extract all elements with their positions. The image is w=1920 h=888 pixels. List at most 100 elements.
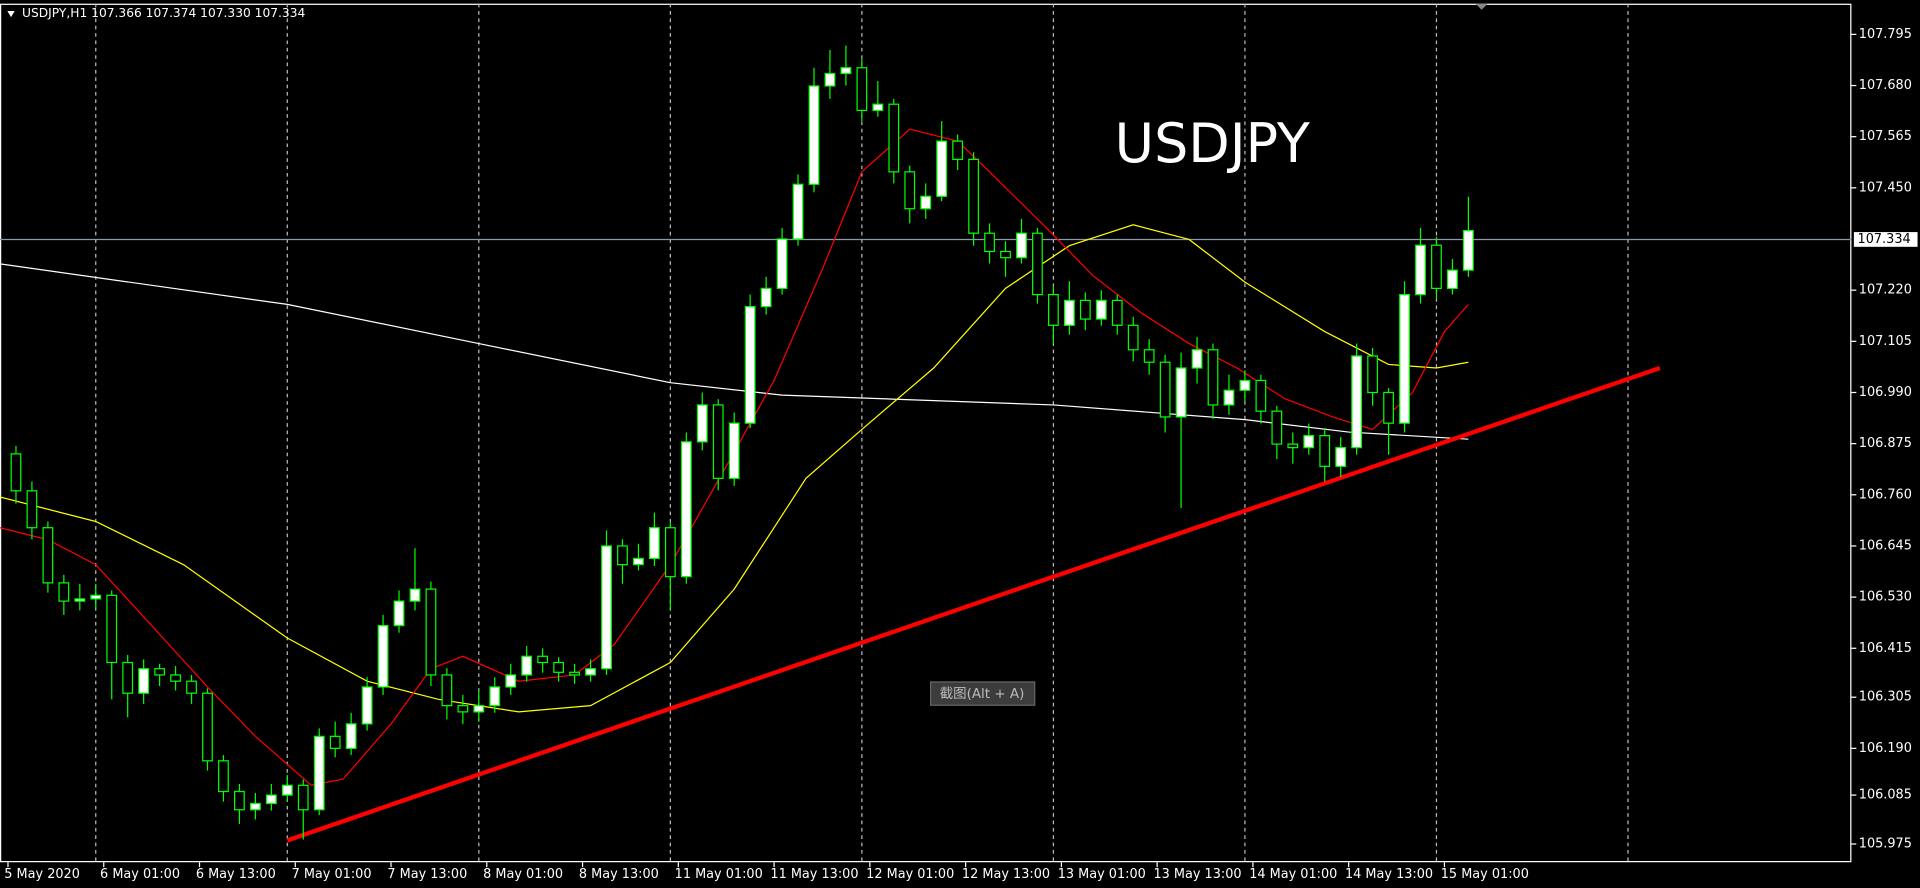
candle-body xyxy=(313,735,325,811)
candle-body xyxy=(1223,389,1235,406)
candle-body xyxy=(122,661,134,694)
candle-body xyxy=(170,674,181,682)
candle-body xyxy=(872,103,884,112)
candle-body xyxy=(329,735,341,749)
candle-body xyxy=(569,671,580,676)
candle-body xyxy=(297,784,309,811)
candle-body xyxy=(1415,244,1426,296)
price-label: 107.334 xyxy=(1858,232,1911,247)
x-tick-label: 13 May 01:00 xyxy=(1058,867,1146,882)
x-tick-label: 6 May 13:00 xyxy=(196,867,276,882)
candle-body xyxy=(1255,379,1267,412)
candle-body xyxy=(904,171,916,210)
candle-body xyxy=(473,705,485,713)
candle-body xyxy=(58,582,70,602)
indicator-line xyxy=(0,224,1469,713)
y-tick-label: 107.450 xyxy=(1859,180,1912,195)
indicator-line xyxy=(286,365,1661,843)
y-tick-label: 107.565 xyxy=(1859,129,1912,144)
x-tick-label: 12 May 01:00 xyxy=(866,867,954,882)
candle-body xyxy=(617,545,628,566)
candle-body xyxy=(377,624,389,688)
candle-body xyxy=(1367,355,1379,394)
candle-body xyxy=(1063,299,1075,326)
candle-body xyxy=(1175,367,1187,418)
candle-body xyxy=(345,723,357,749)
candle-body xyxy=(218,760,229,793)
candle-body xyxy=(281,784,293,796)
candle-body xyxy=(186,680,197,694)
x-tick-label: 13 May 13:00 xyxy=(1153,867,1241,882)
y-tick-label: 106.415 xyxy=(1859,641,1912,656)
candle-body xyxy=(952,140,964,160)
x-tick-label: 15 May 01:00 xyxy=(1441,867,1529,882)
candle-body xyxy=(1462,229,1474,271)
x-tick-label: 8 May 01:00 xyxy=(483,867,563,882)
x-tick-label: 12 May 13:00 xyxy=(962,867,1050,882)
candle-body xyxy=(154,668,166,676)
candle-body xyxy=(1335,447,1347,467)
candle-body xyxy=(760,287,772,308)
x-tick-label: 8 May 13:00 xyxy=(579,867,659,882)
chart-header: USDJPY,H1 107.366 107.374 107.330 107.33… xyxy=(22,6,305,20)
candle-body xyxy=(1207,349,1219,406)
candle-body xyxy=(457,705,469,713)
candle-body xyxy=(1191,349,1203,369)
candle-body xyxy=(664,527,676,578)
x-tick-label: 7 May 13:00 xyxy=(387,867,467,882)
candle-body xyxy=(425,588,437,676)
y-tick-label: 106.760 xyxy=(1859,487,1912,502)
candle-body xyxy=(537,655,549,664)
x-tick-label: 6 May 01:00 xyxy=(100,867,180,882)
candle-body xyxy=(489,686,501,707)
candle-body xyxy=(792,183,804,240)
candle-body xyxy=(744,306,756,424)
x-tick-label: 14 May 13:00 xyxy=(1345,867,1433,882)
candle-body xyxy=(1351,355,1363,449)
y-tick-label: 107.795 xyxy=(1859,27,1912,42)
x-tick-label: 7 May 01:00 xyxy=(292,867,372,882)
candle-body xyxy=(920,195,932,210)
candle-body xyxy=(601,545,612,670)
candle-body xyxy=(984,232,995,253)
y-tick-label: 106.530 xyxy=(1859,590,1912,605)
candle-body xyxy=(728,422,740,479)
candle-body xyxy=(202,692,213,762)
candle-body xyxy=(585,668,596,676)
candle-body xyxy=(74,598,86,602)
indicator-line xyxy=(0,128,1469,786)
candle-body xyxy=(1447,269,1458,289)
candle-body xyxy=(1111,299,1123,326)
candle-body xyxy=(1287,443,1299,449)
tooltip-box xyxy=(930,681,1036,706)
candle-body xyxy=(776,238,788,289)
candle-body xyxy=(441,674,453,707)
candle-body xyxy=(1399,293,1410,424)
candle-body xyxy=(888,103,900,173)
candle-body xyxy=(10,453,22,492)
candle-body xyxy=(409,588,421,602)
y-tick-label: 106.190 xyxy=(1859,741,1912,756)
candle-body xyxy=(696,404,708,443)
y-tick-label: 107.680 xyxy=(1859,78,1912,93)
candle-body xyxy=(968,158,979,234)
x-tick-label: 14 May 01:00 xyxy=(1249,867,1337,882)
candle-body xyxy=(680,441,692,578)
y-tick-label: 106.305 xyxy=(1859,690,1912,705)
candle-body xyxy=(1143,349,1155,363)
chart-title: USDJPY xyxy=(1115,112,1311,175)
candle-body xyxy=(138,668,150,694)
candle-body xyxy=(393,600,405,627)
y-tick-label: 106.990 xyxy=(1859,385,1912,400)
candle-body xyxy=(505,674,517,688)
menu-arrow[interactable] xyxy=(7,11,15,18)
candle-body xyxy=(1047,293,1059,326)
candle-body xyxy=(1079,299,1091,320)
candle-body xyxy=(633,557,644,566)
x-tick-label: 11 May 13:00 xyxy=(770,867,858,882)
candle-body xyxy=(1431,244,1442,289)
candle-body xyxy=(1303,435,1315,449)
candle-body xyxy=(265,794,277,805)
candle-body xyxy=(42,527,54,584)
